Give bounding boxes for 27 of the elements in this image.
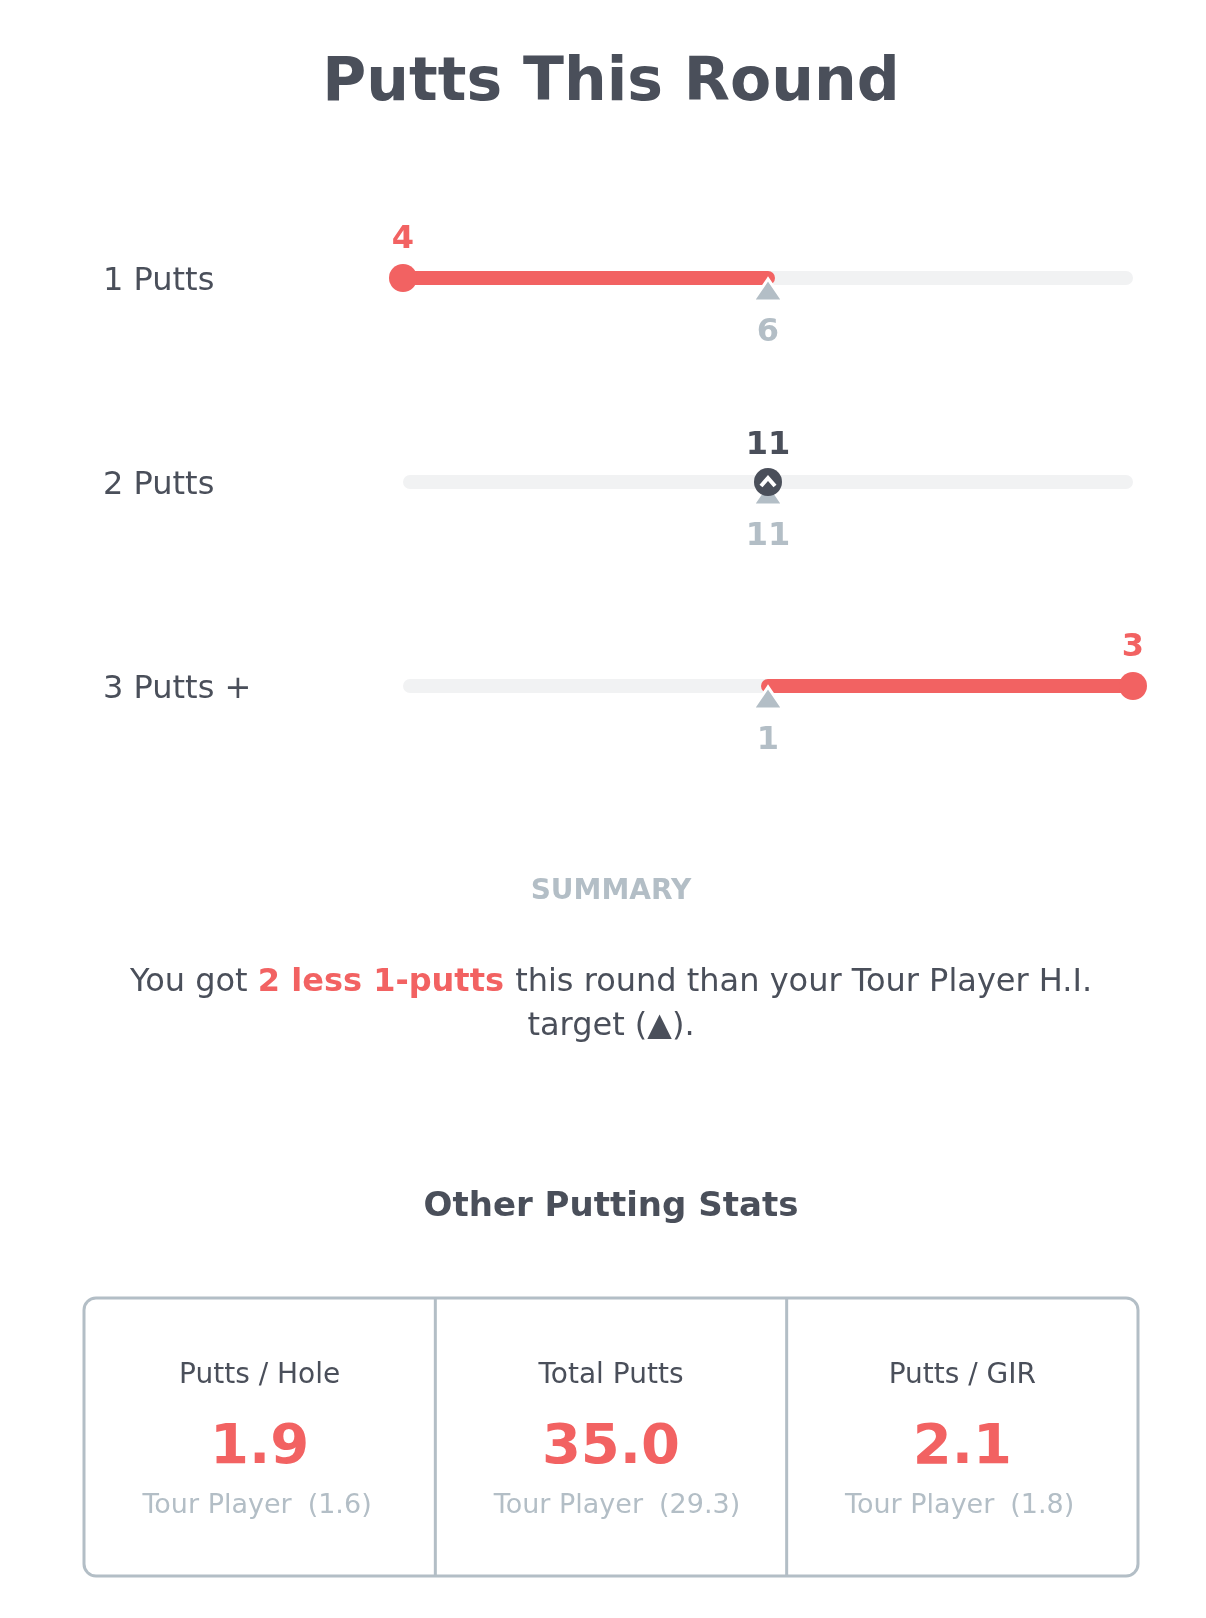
- category-label: Putts / Hole: [179, 1357, 341, 1390]
- data-label: (1.6): [307, 1488, 372, 1519]
- data-label: 35.0: [541, 1411, 681, 1476]
- category-label: 3 Putts +: [103, 668, 252, 706]
- data-label: 1.9: [210, 1411, 310, 1476]
- data-label: 6: [756, 311, 780, 349]
- category-label: Total Putts: [537, 1357, 684, 1390]
- data-label: 11: [745, 515, 791, 553]
- data-label: 1: [756, 719, 780, 757]
- text: Putts This Round: [322, 44, 900, 114]
- legend-label: Tour Player: [141, 1488, 293, 1519]
- text: Tour Player: [845, 1488, 995, 1519]
- data-label: (1.8): [1010, 1488, 1075, 1519]
- category-label: Putts / GIR: [888, 1357, 1036, 1390]
- data-label: 11: [745, 424, 791, 462]
- category-label: 1 Putts: [103, 260, 215, 298]
- data-label: 4: [391, 218, 415, 256]
- text: this round than your Tour Player H.I. target (▲).: [515, 961, 1093, 1043]
- text: You got: [129, 961, 249, 999]
- text: SUMMARY: [530, 873, 693, 906]
- text: 2 less 1-putts: [257, 961, 505, 999]
- category-label: 2 Putts: [103, 464, 215, 502]
- text: Other Putting Stats: [423, 1184, 799, 1224]
- text: Tour Player: [493, 1488, 643, 1519]
- data-label: 2.1: [912, 1411, 1012, 1476]
- data-label: 3: [1121, 626, 1145, 664]
- data-label: (29.3): [659, 1488, 741, 1519]
